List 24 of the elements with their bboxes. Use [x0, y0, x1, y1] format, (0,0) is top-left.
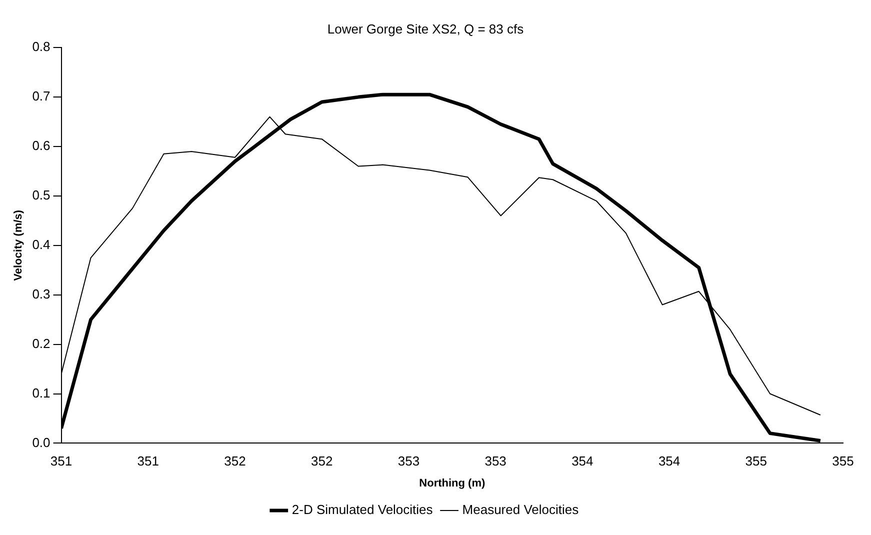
x-axis-title: Northing (m) — [419, 477, 486, 490]
x-tick-label: 355 — [832, 454, 854, 469]
x-tick-label: 353 — [398, 454, 420, 469]
y-tick-label: 0.2 — [32, 336, 50, 351]
x-tick-label: 351 — [137, 454, 159, 469]
x-tick-label: 352 — [310, 454, 333, 469]
y-tick-label: 0.1 — [32, 385, 50, 400]
x-tick-label: 354 — [658, 454, 680, 469]
y-tick-label: 0.3 — [32, 286, 50, 302]
y-tick-label: 0.4 — [32, 236, 50, 252]
y-tick-label: 0.0 — [32, 434, 50, 450]
y-tick-label: 0.6 — [32, 138, 50, 154]
x-tick-label: 351 — [50, 454, 72, 469]
x-tick-label: 352 — [224, 454, 246, 469]
legend-label: Measured Velocities — [462, 502, 580, 518]
y-axis-title: Velocity (m/s) — [12, 210, 25, 281]
x-tick-label: 353 — [484, 454, 506, 469]
y-tick-label: 0.5 — [32, 188, 50, 203]
y-tick-label: 0.8 — [32, 39, 50, 54]
legend-label: 2-D Simulated Velocities — [292, 502, 434, 518]
y-tick-label: 0.7 — [32, 88, 50, 104]
x-tick-label: 355 — [745, 454, 767, 469]
chart-title: Lower Gorge Site XS2, Q = 83 cfs — [327, 21, 524, 36]
x-tick-label: 354 — [572, 454, 594, 469]
